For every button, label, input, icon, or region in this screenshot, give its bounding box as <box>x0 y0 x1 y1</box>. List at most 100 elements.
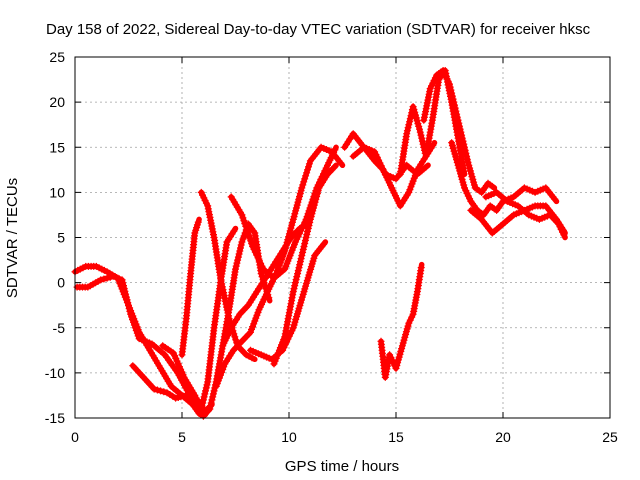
data-point-marker <box>463 155 471 163</box>
data-point-marker <box>232 262 240 270</box>
data-point-marker <box>207 402 214 410</box>
y-tick-label: 0 <box>57 275 65 291</box>
data-point-marker <box>560 231 568 239</box>
data-point-marker <box>330 164 338 172</box>
data-point-marker <box>298 252 306 259</box>
series-pass-17 <box>420 67 498 196</box>
data-point-marker <box>231 333 239 341</box>
data-point-marker <box>450 98 458 106</box>
data-point-marker <box>106 273 114 281</box>
data-point-marker <box>449 95 457 103</box>
series-pass-10 <box>219 221 312 350</box>
series-pass-2 <box>73 272 209 418</box>
data-point-marker <box>456 125 464 133</box>
data-point-marker <box>405 121 413 129</box>
data-point-marker <box>160 388 168 396</box>
data-point-marker <box>459 137 467 145</box>
data-point-marker <box>300 243 308 250</box>
data-point-marker <box>455 119 463 127</box>
data-point-marker <box>302 234 310 241</box>
data-point-marker <box>447 86 455 94</box>
data-point-marker <box>404 124 412 132</box>
data-point-marker <box>461 143 468 151</box>
series-pass-4 <box>159 342 207 417</box>
data-point-marker <box>456 122 463 130</box>
data-point-marker <box>238 238 246 246</box>
data-point-marker <box>234 256 242 264</box>
data-point-marker <box>463 152 471 160</box>
x-axis-label: GPS time / hours <box>285 458 399 475</box>
data-point-marker <box>200 393 208 401</box>
data-point-marker <box>236 247 244 255</box>
data-point-marker <box>299 246 307 253</box>
y-tick-label: 20 <box>49 94 65 110</box>
data-point-marker <box>199 399 207 407</box>
data-point-marker <box>289 288 297 296</box>
data-point-marker <box>331 146 339 154</box>
data-point-marker <box>208 396 216 404</box>
series-pass-15 <box>349 139 438 210</box>
data-point-marker <box>454 116 462 124</box>
data-point-marker <box>452 107 460 115</box>
series-pass-18 <box>448 139 560 219</box>
data-point-marker <box>418 134 426 142</box>
data-point-marker <box>451 101 458 109</box>
data-point-marker <box>417 131 425 139</box>
data-point-marker <box>296 258 304 266</box>
data-point-marker <box>209 393 217 401</box>
x-tick-label: 5 <box>178 429 186 445</box>
data-point-marker <box>100 275 108 283</box>
data-point-marker <box>230 330 238 338</box>
data-point-marker <box>292 276 300 284</box>
data-point-marker <box>157 387 165 395</box>
data-point-marker <box>303 231 311 238</box>
data-point-marker <box>234 253 242 261</box>
data-point-marker <box>194 218 202 226</box>
data-point-marker <box>202 387 209 395</box>
data-point-marker <box>198 402 206 410</box>
data-point-marker <box>235 250 243 258</box>
data-point-marker <box>453 113 461 121</box>
data-point-marker <box>299 181 307 189</box>
data-point-marker <box>197 405 205 413</box>
data-point-marker <box>300 178 308 186</box>
data-point-marker <box>291 279 299 287</box>
data-point-marker <box>337 159 345 167</box>
data-point-marker <box>230 227 238 235</box>
series-pass-13 <box>270 162 339 368</box>
data-point-marker <box>298 184 306 192</box>
data-point-marker <box>237 241 245 249</box>
data-point-marker <box>304 228 311 235</box>
data-layer <box>71 67 568 420</box>
x-tick-label: 25 <box>602 429 618 445</box>
axis-ticks <box>74 56 611 419</box>
x-tick-labels: 0 5 10 15 20 25 <box>71 429 618 445</box>
data-point-marker <box>291 282 299 290</box>
data-point-marker <box>458 134 466 142</box>
data-point-marker <box>257 270 265 278</box>
data-point-marker <box>296 261 304 269</box>
data-point-marker <box>237 244 244 252</box>
x-tick-label: 15 <box>388 429 404 445</box>
data-point-marker <box>303 169 311 177</box>
data-point-marker <box>305 160 313 168</box>
series-pass-7 <box>197 188 258 363</box>
chart-title: Day 158 of 2022, Sidereal Day-to-day VTE… <box>46 21 591 38</box>
data-point-marker <box>150 385 158 393</box>
data-point-marker <box>403 127 411 135</box>
y-axis-label: SDTVAR / TECUs <box>4 178 21 298</box>
y-tick-label: -10 <box>45 365 65 381</box>
data-point-marker <box>406 316 414 324</box>
data-point-marker <box>403 130 411 138</box>
data-point-marker <box>233 259 241 267</box>
data-point-marker <box>417 264 425 272</box>
data-point-marker <box>304 166 311 174</box>
y-tick-label: -15 <box>45 410 65 426</box>
data-point-marker <box>206 405 214 413</box>
data-point-marker <box>199 396 207 404</box>
data-point-marker <box>294 267 302 275</box>
data-point-marker <box>462 149 470 157</box>
data-point-marker <box>293 273 301 281</box>
data-point-marker <box>207 399 215 407</box>
